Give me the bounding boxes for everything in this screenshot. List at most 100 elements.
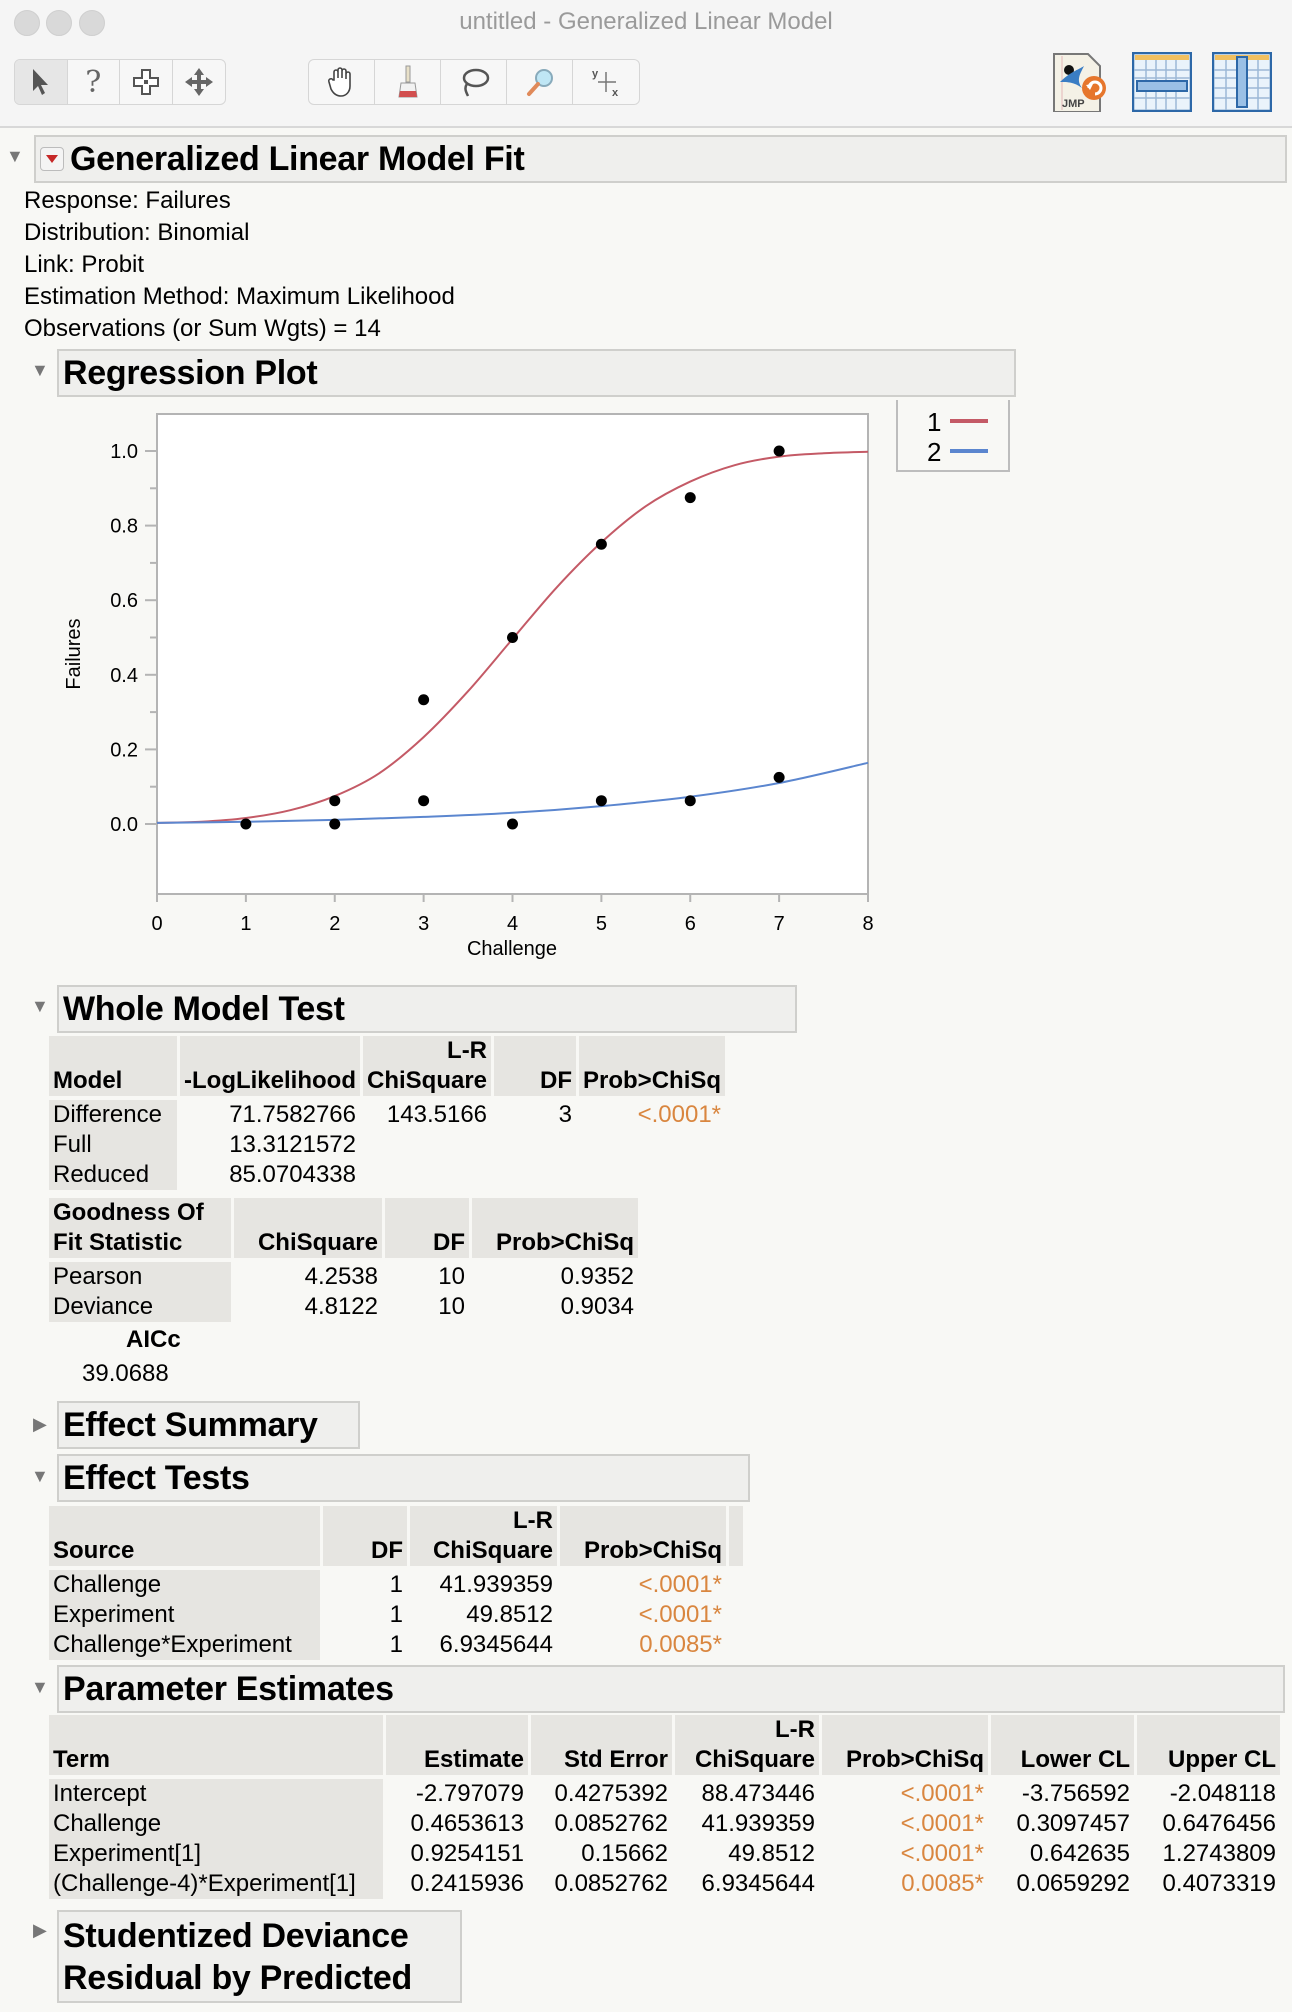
data-point bbox=[507, 818, 518, 830]
minimize-window-button[interactable] bbox=[46, 10, 72, 36]
info-estimation-method: Estimation Method: Maximum Likelihood bbox=[24, 283, 455, 310]
data-point bbox=[595, 795, 607, 807]
paintbrush-icon bbox=[397, 65, 418, 98]
col-spacer bbox=[729, 1506, 743, 1566]
parameter-estimates-disclosure-icon[interactable]: ▼ bbox=[31, 1677, 49, 1697]
svg-text:0.2: 0.2 bbox=[110, 739, 138, 761]
close-window-button[interactable] bbox=[14, 10, 40, 36]
svg-text:0.4: 0.4 bbox=[110, 665, 138, 687]
column-table-button[interactable] bbox=[1211, 51, 1273, 113]
col-std-error: Std Error bbox=[531, 1715, 672, 1775]
data-point bbox=[418, 795, 430, 807]
table-row: Full 13.3121572 bbox=[49, 1130, 725, 1160]
col-df: DF bbox=[494, 1036, 577, 1096]
table-row: Challenge 0.4653613 0.0852762 41.939359 … bbox=[49, 1809, 1280, 1839]
effect-summary-header[interactable]: Effect Summary bbox=[57, 1401, 360, 1449]
col-chisquare: ChiSquare bbox=[362, 1066, 492, 1096]
red-triangle-icon bbox=[46, 155, 58, 163]
row-table-button[interactable] bbox=[1131, 51, 1193, 113]
column-table-icon bbox=[1211, 51, 1273, 113]
whole-model-test-header: Whole Model Test bbox=[57, 985, 797, 1033]
legend-label: 2 bbox=[927, 437, 941, 467]
svg-text:0: 0 bbox=[151, 913, 162, 935]
table-row: Experiment 1 49.8512 <.0001* bbox=[49, 1600, 743, 1630]
effect-summary-title: Effect Summary bbox=[63, 1405, 318, 1444]
regression-plot-header: Regression Plot bbox=[57, 349, 1016, 397]
window-title: untitled - Generalized Linear Model bbox=[459, 8, 833, 35]
data-point bbox=[684, 492, 696, 504]
table-row: Reduced 85.0704338 bbox=[49, 1160, 725, 1190]
parameter-estimates-table: Term Estimate Std Error L-R Prob>ChiSq L… bbox=[46, 1715, 1283, 1899]
report-title: Generalized Linear Model Fit bbox=[70, 139, 525, 178]
zoom-window-button[interactable] bbox=[79, 10, 105, 36]
whole-model-test-title: Whole Model Test bbox=[63, 989, 345, 1028]
table-row: Pearson 4.2538 10 0.9352 bbox=[49, 1262, 638, 1292]
red-triangle-menu-button[interactable] bbox=[40, 147, 64, 171]
data-point bbox=[773, 771, 785, 783]
col-model: Model bbox=[49, 1036, 177, 1096]
data-point bbox=[329, 818, 341, 830]
scroller-tool-button[interactable] bbox=[173, 60, 226, 104]
col-prob: Prob>ChiSq bbox=[579, 1036, 726, 1096]
col-source: Source bbox=[49, 1506, 320, 1566]
aicc-label: AICc bbox=[126, 1326, 181, 1353]
grabber-tool-button[interactable] bbox=[309, 60, 375, 104]
table-row: Intercept -2.797079 0.4275392 88.473446 … bbox=[49, 1779, 1280, 1809]
col-lr-top: L-R bbox=[675, 1715, 819, 1745]
effect-tests-header: Effect Tests bbox=[57, 1454, 750, 1502]
x-axis-title: Challenge bbox=[467, 938, 557, 960]
svg-text:0.6: 0.6 bbox=[110, 590, 138, 612]
selection-tool-button[interactable] bbox=[120, 60, 173, 104]
arrow-tool-button[interactable] bbox=[15, 60, 68, 104]
magnifier-tool-button[interactable] bbox=[507, 60, 573, 104]
table-row: (Challenge-4)*Experiment[1] 0.2415936 0.… bbox=[49, 1869, 1280, 1899]
jmp-data-table-button[interactable]: JMP bbox=[1052, 52, 1112, 113]
svg-text:8: 8 bbox=[862, 913, 873, 935]
info-link: Link: Probit bbox=[24, 251, 145, 278]
svg-text:JMP: JMP bbox=[1062, 98, 1085, 110]
svg-text:6: 6 bbox=[685, 913, 696, 935]
svg-text:7: 7 bbox=[774, 913, 785, 935]
col-lower-cl: Lower CL bbox=[991, 1715, 1134, 1775]
effect-tests-disclosure-icon[interactable]: ▼ bbox=[31, 1466, 49, 1486]
col-lr-top: L-R bbox=[362, 1036, 492, 1066]
aicc-value: 39.0688 bbox=[82, 1360, 169, 1387]
table-row: Deviance 4.8122 10 0.9034 bbox=[49, 1292, 638, 1322]
regression-plot-title: Regression Plot bbox=[63, 353, 318, 392]
hand-icon bbox=[327, 67, 351, 97]
col-gof-statistic: Goodness Of Fit Statistic bbox=[49, 1198, 231, 1258]
legend-box bbox=[896, 400, 1010, 472]
crosshair-xy-icon: yx bbox=[592, 68, 619, 98]
data-points bbox=[240, 445, 785, 830]
col-chisquare: ChiSquare bbox=[675, 1745, 819, 1775]
data-point bbox=[595, 538, 607, 550]
fit-curve-2 bbox=[156, 761, 869, 824]
info-response: Response: Failures bbox=[24, 187, 231, 214]
help-tool-button[interactable]: ? bbox=[68, 60, 120, 104]
question-mark-icon: ? bbox=[85, 64, 102, 100]
report-header: Generalized Linear Model Fit bbox=[34, 135, 1287, 183]
studentized-title-line1: Studentized Deviance bbox=[63, 1916, 409, 1955]
effect-tests-title: Effect Tests bbox=[63, 1458, 250, 1497]
legend-label: 1 bbox=[927, 407, 941, 437]
studentized-disclosure-closed-icon[interactable]: ▶ bbox=[33, 1920, 47, 1940]
disclosure-triangle-open-icon[interactable]: ▼ bbox=[6, 146, 24, 166]
col-lr-top: L-R bbox=[410, 1506, 557, 1536]
info-distribution: Distribution: Binomial bbox=[24, 219, 250, 246]
table-row: Experiment[1] 0.9254151 0.15662 49.8512 … bbox=[49, 1839, 1280, 1869]
data-point bbox=[240, 818, 252, 830]
lasso-tool-button[interactable] bbox=[441, 60, 507, 104]
brush-tool-button[interactable] bbox=[375, 60, 441, 104]
data-point bbox=[773, 445, 785, 457]
svg-text:4: 4 bbox=[507, 913, 518, 935]
effect-summary-disclosure-closed-icon[interactable]: ▶ bbox=[33, 1414, 47, 1434]
data-point bbox=[418, 694, 430, 706]
whole-model-test-disclosure-icon[interactable]: ▼ bbox=[31, 996, 49, 1016]
studentized-deviance-header[interactable]: Studentized Deviance Residual by Predict… bbox=[57, 1910, 462, 2003]
info-observations: Observations (or Sum Wgts) = 14 bbox=[24, 315, 381, 342]
regression-plot-disclosure-icon[interactable]: ▼ bbox=[31, 360, 49, 380]
svg-text:y: y bbox=[592, 68, 599, 80]
goodness-of-fit-table: Goodness Of Fit Statistic ChiSquare DF P… bbox=[46, 1198, 641, 1322]
